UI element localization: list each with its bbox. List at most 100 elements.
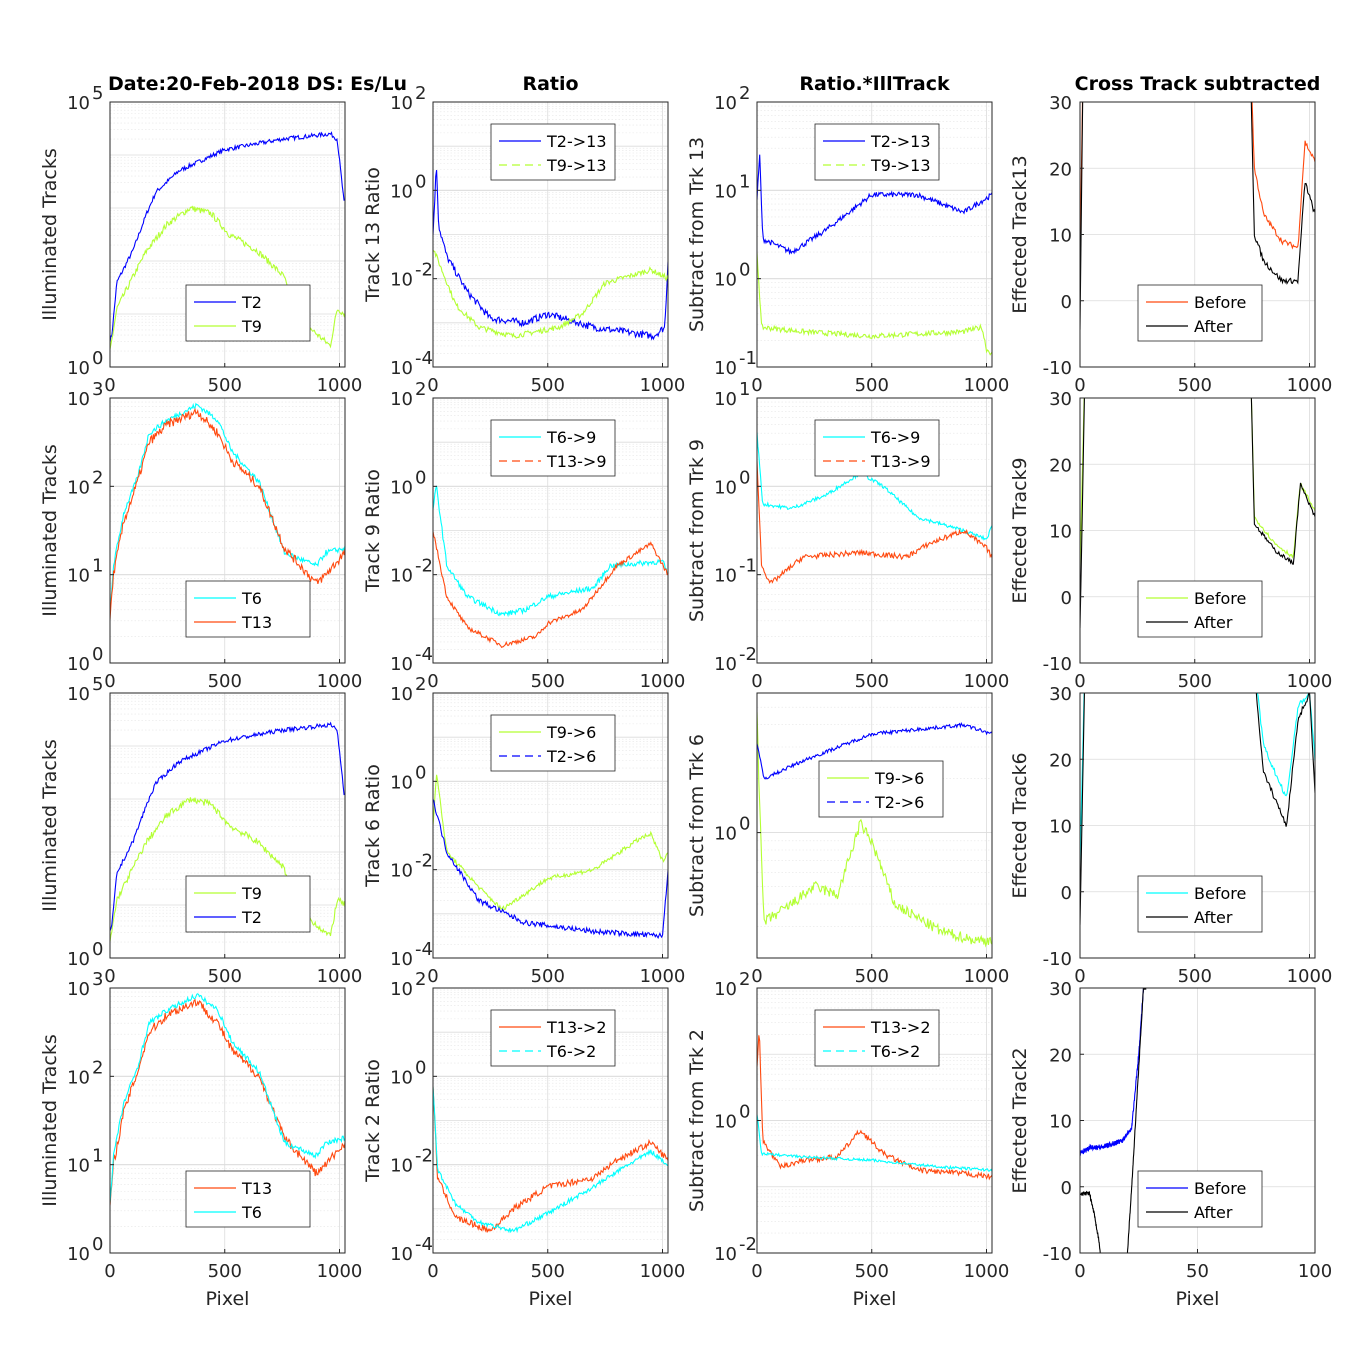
series-line-After (1080, 102, 1315, 330)
legend-label: T2->13 (870, 132, 931, 151)
x-tick-label: 500 (208, 966, 242, 987)
series-line-T9--13 (433, 249, 668, 339)
series-group (1080, 398, 1315, 629)
y-tick-exponent: 0 (739, 260, 750, 281)
legend: Before After (1137, 284, 1263, 342)
y-tick-exponent: 5 (92, 83, 103, 104)
y-axis-label: Subtract from Trk 6 (686, 734, 708, 917)
series-line-T13--9 (757, 461, 992, 584)
legend-label: T6 (241, 1203, 262, 1222)
legend-label: T2 (241, 293, 262, 312)
y-tick-exponent: 0 (415, 1057, 426, 1078)
y-tick-exponent: 2 (415, 379, 426, 400)
x-tick-label: 500 (531, 1261, 565, 1282)
y-tick-exponent: 3 (92, 379, 103, 400)
series-line-T2--6 (433, 799, 668, 939)
y-tick-label: 10 (390, 772, 413, 793)
legend-label: T2 (241, 908, 262, 927)
x-tick-label: 0 (427, 1261, 438, 1282)
x-tick-label: 1000 (317, 1261, 363, 1282)
chart-panel-3: 10 -110 010 110 20 500 1000Ratio.*IllTrackSubt… (686, 73, 1009, 396)
y-tick-label: 10 (714, 181, 737, 202)
chart-title: Ratio.*IllTrack (799, 73, 950, 95)
y-tick-exponent: 1 (739, 379, 750, 400)
y-tick-label: 10 (67, 1067, 90, 1088)
x-tick-label: 100 (1298, 1261, 1332, 1282)
x-tick-label: 500 (855, 671, 889, 692)
y-tick-exponent: 0 (92, 348, 103, 369)
y-tick-label: 10 (714, 566, 737, 587)
series-line-T6 (110, 402, 345, 614)
x-tick-label: 0 (751, 375, 762, 396)
series-line-T2--6 (757, 722, 992, 780)
series-group (433, 485, 668, 649)
y-tick-label: 10 (1049, 522, 1072, 543)
y-tick-exponent: 0 (739, 814, 750, 835)
y-tick-label: 30 (1049, 93, 1072, 114)
y-tick-exponent: -4 (415, 939, 433, 960)
x-tick-label: 1000 (640, 375, 686, 396)
y-tick-exponent: 2 (415, 674, 426, 695)
x-tick-label: 1000 (317, 671, 363, 692)
legend-label: After (1194, 613, 1233, 632)
legend-label: T9->6 (874, 769, 924, 788)
series-group (433, 774, 668, 939)
y-tick-exponent: 0 (92, 1234, 103, 1255)
series-line-T6--9 (433, 485, 668, 618)
legend-box (185, 875, 311, 933)
legend: Before After (1137, 875, 1263, 933)
x-tick-label: 500 (855, 966, 889, 987)
axes-box (432, 101, 669, 368)
y-axis-label: Effected Track6 (1009, 752, 1031, 898)
y-tick-exponent: -2 (415, 851, 433, 872)
legend: T2->13 T9->13 (814, 123, 940, 181)
series-line-T2--13 (757, 154, 992, 256)
legend: T13->2 T6->2 (490, 1009, 616, 1067)
y-tick-exponent: 2 (92, 1057, 103, 1078)
y-tick-exponent: 1 (92, 556, 103, 577)
x-tick-label: 0 (751, 966, 762, 987)
series-line-T13--2 (433, 1086, 668, 1233)
y-tick-exponent: -2 (415, 260, 433, 281)
legend-label: T9->13 (870, 156, 931, 175)
y-tick-exponent: -4 (415, 644, 433, 665)
series-line-T2--13 (433, 170, 668, 341)
y-tick-exponent: 5 (92, 674, 103, 695)
x-tick-label: 0 (427, 671, 438, 692)
y-tick-label: 10 (390, 949, 413, 970)
series-line-T6--2 (757, 1114, 992, 1172)
y-tick-label: 10 (390, 684, 413, 705)
legend: Before After (1137, 1170, 1263, 1228)
y-tick-label: 10 (67, 949, 90, 970)
legend-label: T9->6 (546, 723, 596, 742)
series-group (757, 154, 992, 356)
y-axis-label: Track 13 Ratio (362, 167, 384, 303)
y-tick-label: 0 (1061, 883, 1072, 904)
y-tick-label: 10 (67, 566, 90, 587)
x-tick-label: 500 (1178, 966, 1212, 987)
legend: T13->2 T6->2 (814, 1009, 940, 1067)
series-line-After (1080, 398, 1315, 629)
y-tick-label: 10 (390, 1244, 413, 1265)
series-line-T9--13 (757, 252, 992, 356)
plot-area (757, 693, 992, 958)
y-axis-label: Subtract from Trk 2 (686, 1029, 708, 1212)
y-axis-label: Illuminated Tracks (39, 1034, 61, 1207)
y-tick-exponent: 2 (415, 83, 426, 104)
legend: Before After (1137, 580, 1263, 638)
series-line-T13--9 (433, 531, 668, 649)
series-line-Before (1080, 693, 1315, 865)
y-tick-label: 10 (714, 824, 737, 845)
y-tick-exponent: -2 (739, 1234, 757, 1255)
series-line-T9--6 (433, 774, 668, 911)
legend-label: T6->2 (870, 1042, 920, 1061)
series-group (433, 170, 668, 341)
